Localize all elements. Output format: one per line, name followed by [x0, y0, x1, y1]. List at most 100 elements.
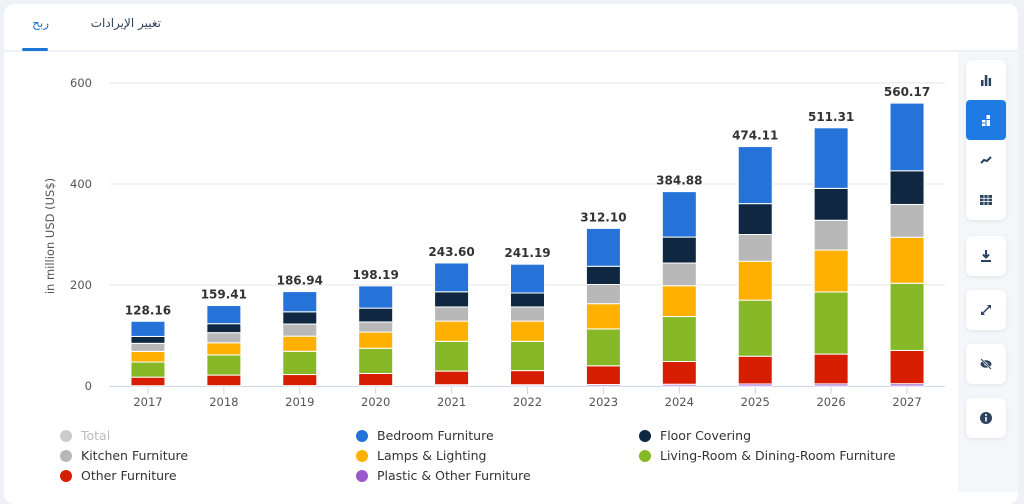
bar-segment-kitchen-furniture: [207, 333, 241, 343]
bar-segment-bedroom-furniture: [359, 286, 393, 308]
legend-item[interactable]: Plastic & Other Furniture: [356, 468, 531, 483]
total-data-label: 198.19: [353, 268, 399, 282]
x-tick-label: 2022: [513, 395, 542, 409]
legend-marker: [356, 470, 368, 482]
bar-segment-floor-covering: [435, 292, 469, 307]
x-tick-label: 2020: [361, 395, 390, 409]
total-data-label: 241.19: [504, 246, 550, 260]
bar-segment-other-furniture: [662, 362, 696, 385]
bar-segment-living-room-dining-room-furniture: [586, 329, 620, 366]
bar-segment-bedroom-furniture: [207, 305, 241, 323]
bar-segment-other-furniture: [359, 373, 393, 385]
bar-chart-button[interactable]: [966, 60, 1006, 100]
legend-item[interactable]: Living-Room & Dining-Room Furniture: [639, 448, 896, 463]
download-icon: [979, 249, 993, 263]
bar-segment-kitchen-furniture: [890, 204, 924, 237]
total-data-label: 159.41: [201, 287, 247, 301]
legend-label: Bedroom Furniture: [377, 428, 494, 443]
bar-chart-icon: [979, 73, 993, 87]
bar-segment-kitchen-furniture: [511, 307, 545, 321]
bar-segment-bedroom-furniture: [283, 292, 317, 312]
line-chart-icon: [979, 153, 993, 167]
bar-segment-floor-covering: [207, 324, 241, 333]
bar-segment-lamps-lighting: [435, 321, 469, 341]
bar-segment-bedroom-furniture: [662, 192, 696, 237]
bar-segment-other-furniture: [738, 356, 772, 384]
legend-label: Floor Covering: [660, 428, 751, 443]
bar-segment-kitchen-furniture: [435, 307, 469, 321]
stacked-bar-button[interactable]: [966, 100, 1006, 140]
legend-label: Lamps & Lighting: [377, 448, 486, 463]
bar-segment-living-room-dining-room-furniture: [283, 351, 317, 374]
x-tick-label: 2017: [133, 395, 162, 409]
bar-segment-other-furniture: [890, 350, 924, 383]
legend-item[interactable]: Lamps & Lighting: [356, 448, 486, 463]
bar-segment-bedroom-furniture: [814, 128, 848, 189]
legend-item[interactable]: Other Furniture: [60, 468, 177, 483]
y-tick-label: 200: [70, 278, 92, 292]
bar-segment-other-furniture: [207, 375, 241, 386]
stacked-bar-icon: [979, 113, 993, 127]
bar-segment-lamps-lighting: [890, 237, 924, 283]
bar-segment-living-room-dining-room-furniture: [738, 300, 772, 356]
table-button[interactable]: [966, 180, 1006, 220]
bar-segment-kitchen-furniture: [662, 263, 696, 286]
legend-marker: [60, 430, 72, 442]
info-button[interactable]: [966, 398, 1006, 438]
bar-segment-bedroom-furniture: [586, 228, 620, 266]
legend-marker: [60, 450, 72, 462]
bar-segment-lamps-lighting: [814, 250, 848, 292]
bar-segment-kitchen-furniture: [131, 343, 165, 351]
bar-segment-bedroom-furniture: [435, 263, 469, 292]
table-icon: [979, 193, 993, 207]
x-tick-label: 2024: [665, 395, 694, 409]
bar-segment-kitchen-furniture: [586, 284, 620, 303]
x-tick-label: 2019: [285, 395, 314, 409]
legend-label: Plastic & Other Furniture: [377, 468, 531, 483]
legend-item[interactable]: Kitchen Furniture: [60, 448, 188, 463]
bar-segment-bedroom-furniture: [890, 103, 924, 171]
total-data-label: 384.88: [656, 174, 702, 188]
legend-item[interactable]: Floor Covering: [639, 428, 751, 443]
bar-segment-bedroom-furniture: [738, 147, 772, 204]
bar-segment-kitchen-furniture: [283, 324, 317, 336]
total-data-label: 243.60: [428, 245, 474, 259]
download-group: [966, 236, 1006, 276]
info-group: [966, 398, 1006, 438]
hide-icon: [979, 357, 993, 371]
line-chart-button[interactable]: [966, 140, 1006, 180]
bar-segment-lamps-lighting: [359, 332, 393, 348]
download-button[interactable]: [966, 236, 1006, 276]
chart-toolbar: [958, 52, 1018, 492]
total-data-label: 560.17: [884, 85, 930, 99]
bar-segment-other-furniture: [511, 371, 545, 385]
legend-label: Living-Room & Dining-Room Furniture: [660, 448, 896, 463]
bar-segment-floor-covering: [814, 188, 848, 220]
hide-button[interactable]: [966, 344, 1006, 384]
bar-segment-living-room-dining-room-furniture: [207, 355, 241, 375]
bar-segment-lamps-lighting: [511, 321, 545, 341]
bar-segment-kitchen-furniture: [814, 220, 848, 250]
chart-type-group: [966, 60, 1006, 220]
bar-segment-living-room-dining-room-furniture: [359, 348, 393, 373]
bar-segment-floor-covering: [586, 266, 620, 284]
legend-marker: [639, 430, 651, 442]
bar-segment-living-room-dining-room-furniture: [814, 292, 848, 354]
y-tick-label: 0: [85, 379, 92, 393]
bar-segment-kitchen-furniture: [359, 322, 393, 332]
total-data-label: 511.31: [808, 110, 854, 124]
x-tick-label: 2027: [892, 395, 921, 409]
bar-segment-living-room-dining-room-furniture: [131, 362, 165, 377]
bar-segment-floor-covering: [662, 237, 696, 263]
bar-segment-floor-covering: [511, 293, 545, 307]
legend-item[interactable]: Total: [60, 428, 110, 443]
x-tick-label: 2023: [589, 395, 618, 409]
legend-item[interactable]: Bedroom Furniture: [356, 428, 494, 443]
bar-segment-kitchen-furniture: [738, 235, 772, 262]
bar-segment-lamps-lighting: [283, 336, 317, 351]
bar-segment-floor-covering: [131, 336, 165, 343]
bar-segment-living-room-dining-room-furniture: [435, 341, 469, 371]
fullscreen-button[interactable]: [966, 290, 1006, 330]
bar-segment-other-furniture: [814, 354, 848, 384]
